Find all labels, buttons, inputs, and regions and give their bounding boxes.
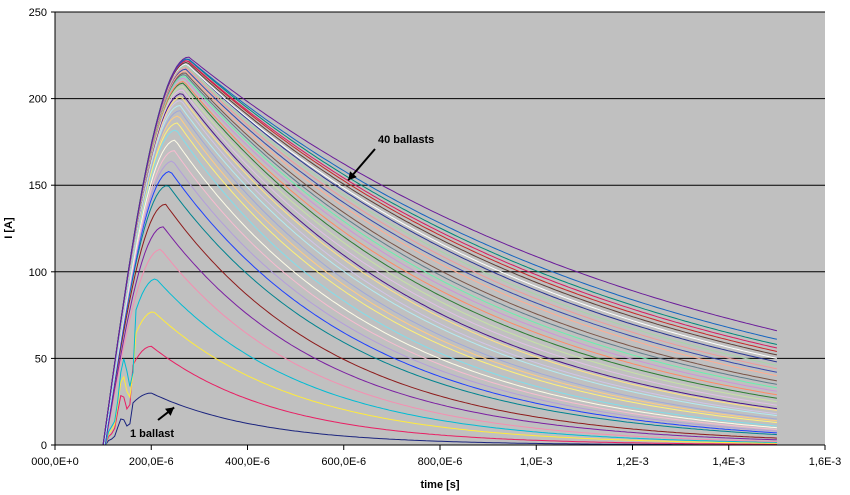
- series-line: [102, 68, 778, 446]
- x-tick-label: 800,0E-6: [418, 456, 463, 468]
- series-line: [105, 311, 777, 446]
- x-tick-label: 000,0E+0: [31, 456, 78, 468]
- x-tick-label: 1,6E-3: [809, 456, 841, 468]
- series-line: [102, 96, 777, 446]
- y-axis-title: I [A]: [3, 217, 15, 239]
- series-line: [102, 80, 777, 446]
- y-tick-label: 100: [29, 267, 47, 279]
- y-tick-label: 200: [29, 94, 47, 106]
- series-line: [102, 74, 777, 446]
- series-line: [102, 65, 777, 446]
- x-tick-label: 600,0E-6: [321, 456, 366, 468]
- series-line: [103, 129, 777, 446]
- series-line: [103, 110, 777, 446]
- y-tick-label: 0: [41, 440, 47, 452]
- series-line: [102, 61, 777, 446]
- x-axis-title: time [s]: [420, 479, 459, 491]
- series-line: [102, 63, 778, 446]
- arrow-1-ballast-head: [165, 407, 175, 416]
- series-line: [102, 77, 777, 446]
- arrow-40-ballasts-head: [348, 171, 357, 181]
- series-line: [103, 139, 777, 446]
- x-tick-label: 1,2E-3: [616, 456, 648, 468]
- x-ticks: 000,0E+0 200,0E-6 400,0E-6 600,0E-6 800,0E-6…: [31, 445, 841, 468]
- x-tick-label: 1,0E-3: [520, 456, 552, 468]
- series-line: [104, 203, 777, 446]
- series-line: [104, 248, 777, 446]
- series-line: [102, 89, 777, 446]
- x-tick-label: 400,0E-6: [225, 456, 270, 468]
- series-group: [102, 56, 778, 446]
- series-line: [103, 150, 777, 446]
- x-tick-label: 1,4E-3: [713, 456, 745, 468]
- series-line: [102, 99, 777, 446]
- y-tick-label: 250: [29, 7, 47, 19]
- series-line: [104, 226, 777, 446]
- y-ticks: 0 50 100 150 200 250: [29, 7, 55, 452]
- series-line: [102, 93, 777, 446]
- series-line: [102, 75, 777, 446]
- series-line: [104, 185, 777, 446]
- annotation-arrows: [157, 148, 376, 421]
- series-line: [102, 60, 778, 446]
- series-line: [103, 104, 777, 446]
- annotations: 1 ballast 40 ballasts: [130, 134, 434, 440]
- series-line: [103, 122, 777, 446]
- y-tick-label: 150: [29, 180, 47, 192]
- series-line: [103, 160, 777, 446]
- annotation-1-ballast: 1 ballast: [130, 428, 174, 440]
- series-line: [102, 63, 778, 446]
- series-line: [102, 58, 778, 446]
- series-line: [105, 345, 777, 446]
- series-line: [103, 115, 777, 446]
- series-line: [102, 82, 777, 446]
- series-line: [102, 72, 777, 446]
- series-line: [105, 278, 777, 446]
- series-line: [102, 70, 777, 446]
- series-line: [102, 60, 778, 446]
- series-line: [102, 56, 778, 446]
- series-line: [102, 66, 777, 446]
- x-tick-label: 200,0E-6: [129, 456, 174, 468]
- annotation-40-ballasts: 40 ballasts: [378, 134, 434, 146]
- y-tick-label: 50: [35, 353, 47, 365]
- series-line: [102, 85, 777, 446]
- series-line: [104, 171, 777, 446]
- series-line: [102, 58, 778, 446]
